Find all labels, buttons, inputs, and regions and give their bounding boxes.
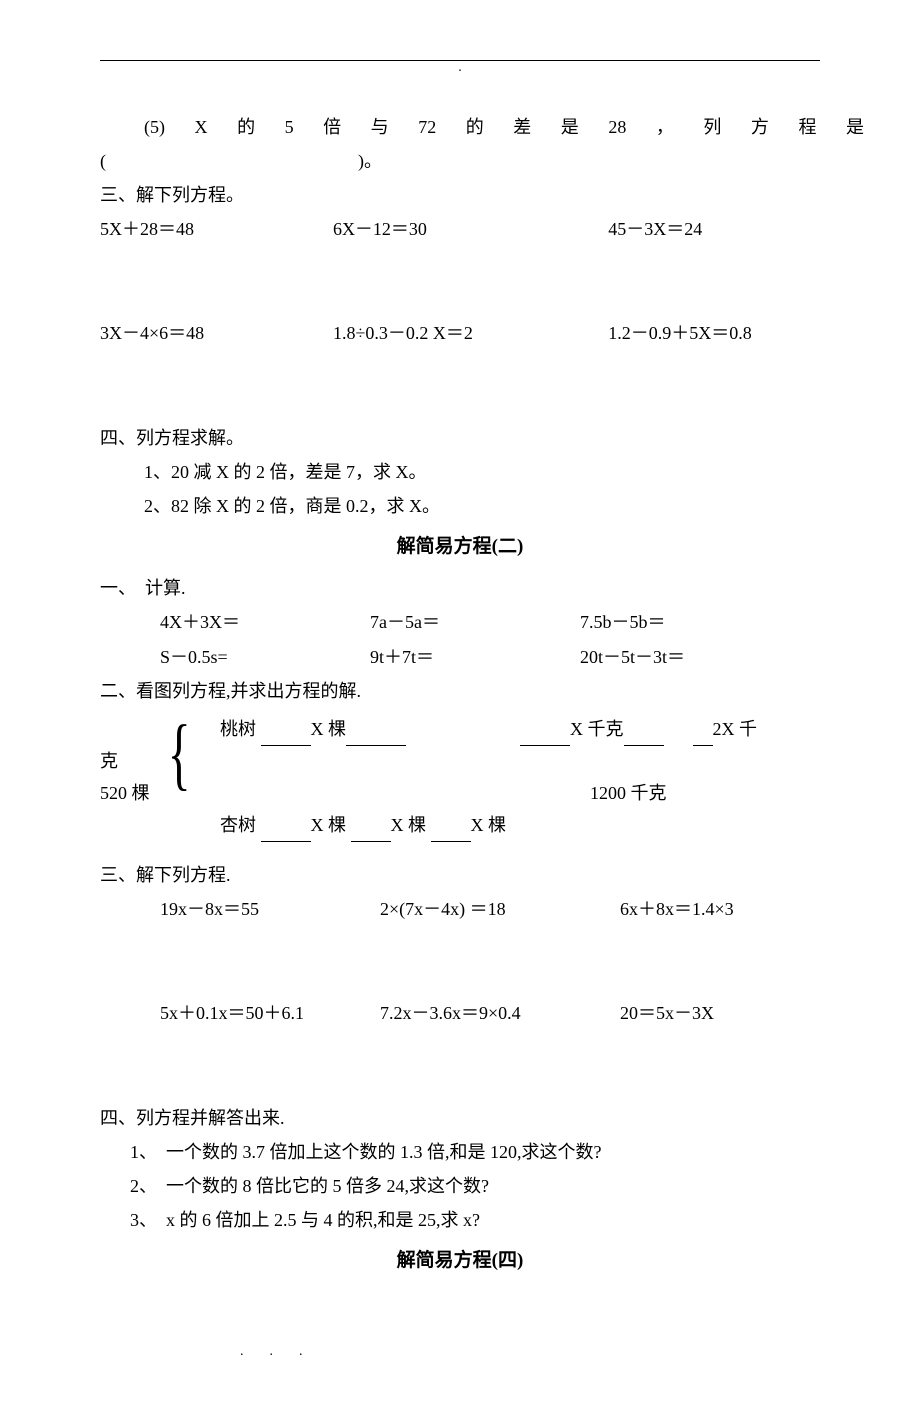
p2-i2: 2、 一个数的 8 倍比它的 5 倍多 24,求这个数? [100,1169,820,1203]
q5-w13: 方 [751,110,769,144]
uline-r3 [693,725,713,746]
p2-s2: 二、看图列方程,并求出方程的解. [100,674,820,708]
s3-title: 三、解下列方程。 [100,178,820,212]
s3-row1: 5X＋28＝48 6X－12＝30 45－3X＝24 [100,212,820,246]
d-xke-a3: X 棵 [471,815,507,835]
q5-w10: 28 [608,110,626,144]
q5-w12: 列 [703,110,721,144]
d-xke-1: X 棵 [311,719,347,739]
p2-e2-b: 7.2x－3.6x＝9×0.4 [380,996,620,1030]
gap4 [100,1031,820,1101]
q5-blank: ( )。 [100,144,820,178]
d-peach: 桃树 X 棵 [220,712,406,746]
s4-i1: 1、20 减 X 的 2 倍，差是 7，求 X。 [100,455,820,489]
p2-s4: 四、列方程并解答出来. [100,1101,820,1135]
p2-eq-row1: 19x－8x＝55 2×(7x－4x) ＝18 6x＋8x＝1.4×3 [100,892,880,926]
d-xke-a2: X 棵 [391,815,427,835]
uline-1b [346,725,406,746]
p2-i3: 3、 x 的 6 倍加上 2.5 与 4 的积,和是 25,求 x? [100,1203,820,1237]
s4-title: 四、列方程求解。 [100,421,820,455]
p2-c2-a: S－0.5s= [160,640,370,674]
uline-r2 [624,725,664,746]
s3-r1-a: 5X＋28＝48 [100,212,333,246]
d-peach-label: 桃树 [220,719,256,739]
uline-a2 [351,821,391,842]
d-apricot: 杏树 X 棵 X 棵 X 棵 [220,808,506,842]
p2-c1-b: 7a－5a＝ [370,605,580,639]
title-4: 解简易方程(四) [100,1243,820,1279]
p2-e1-c: 6x＋8x＝1.4×3 [620,892,880,926]
p2-calc-row1: 4X＋3X＝ 7a－5a＝ 7.5b－5b＝ [100,605,880,639]
q5-w6: 72 [418,110,436,144]
p2-eq-row2: 5x＋0.1x＝50＋6.1 7.2x－3.6x＝9×0.4 20＝5x－3X [100,996,880,1030]
d-apricot-label: 杏树 [220,815,256,835]
header-dot: . [100,55,820,82]
diagram: { 桃树 X 棵 X 千克 2X 千 克 520 棵 1200 千克 杏树 X … [100,712,820,832]
q5-w1: X [195,110,208,144]
s3-r2-c: 1.2－0.9＋5X＝0.8 [608,316,820,350]
gap2 [100,351,820,421]
d-right-top: X 千克 2X 千 [520,712,757,746]
p2-s3: 三、解下列方程. [100,858,820,892]
s3-r1-c: 45－3X＝24 [608,212,820,246]
s3-r2-a: 3X－4×6＝48 [100,316,333,350]
page: . (5) X 的 5 倍 与 72 的 差 是 28 ， 列 方 程 是 ( … [0,0,920,1406]
q5-w5: 与 [371,110,389,144]
q5-w7: 的 [466,110,484,144]
uline-a3 [431,821,471,842]
uline-r1 [520,725,570,746]
q5-line: (5) X 的 5 倍 与 72 的 差 是 28 ， 列 方 程 是 [100,110,864,144]
gap3 [100,926,820,996]
s4-i2: 2、82 除 X 的 2 倍，商是 0.2，求 X。 [100,489,820,523]
d-520: 520 棵 [100,776,150,810]
p2-s1: 一、 计算. [100,571,820,605]
footer-dots: . . . [100,1339,820,1366]
d-ke: 克 [100,744,118,778]
uline-1 [261,725,311,746]
q5-w9: 是 [561,110,579,144]
d-2xkg: 2X 千 [713,719,758,739]
q5-w4: 倍 [323,110,341,144]
p2-c1-c: 7.5b－5b＝ [580,605,880,639]
title-2: 解简易方程(二) [100,529,820,565]
p2-c2-c: 20t－5t－3t＝ [580,640,880,674]
p2-i1: 1、 一个数的 3.7 倍加上这个数的 1.3 倍,和是 120,求这个数? [100,1135,820,1169]
s3-r2-b: 1.8÷0.3－0.2 X＝2 [333,316,608,350]
brace-icon: { [168,714,191,794]
p2-e1-a: 19x－8x＝55 [160,892,380,926]
q5-w0: (5) [144,110,165,144]
q5-w8: 差 [513,110,531,144]
p2-c1-a: 4X＋3X＝ [160,605,370,639]
q5-w2: 的 [237,110,255,144]
q5-w3: 5 [285,110,294,144]
s3-r1-b: 6X－12＝30 [333,212,608,246]
p2-calc-row2: S－0.5s= 9t＋7t＝ 20t－5t－3t＝ [100,640,880,674]
d-xkg: X 千克 [570,719,624,739]
s3-row2: 3X－4×6＝48 1.8÷0.3－0.2 X＝2 1.2－0.9＋5X＝0.8 [100,316,820,350]
p2-e2-c: 20＝5x－3X [620,996,880,1030]
d-1200: 1200 千克 [590,776,667,810]
d-xke-a1: X 棵 [311,815,347,835]
gap1 [100,246,820,316]
p2-c2-b: 9t＋7t＝ [370,640,580,674]
p2-e1-b: 2×(7x－4x) ＝18 [380,892,620,926]
q5-w11: ， [656,110,674,144]
uline-a1 [261,821,311,842]
q5-w14: 程 [798,110,816,144]
q5-w15: 是 [846,110,864,144]
p2-e2-a: 5x＋0.1x＝50＋6.1 [160,996,380,1030]
